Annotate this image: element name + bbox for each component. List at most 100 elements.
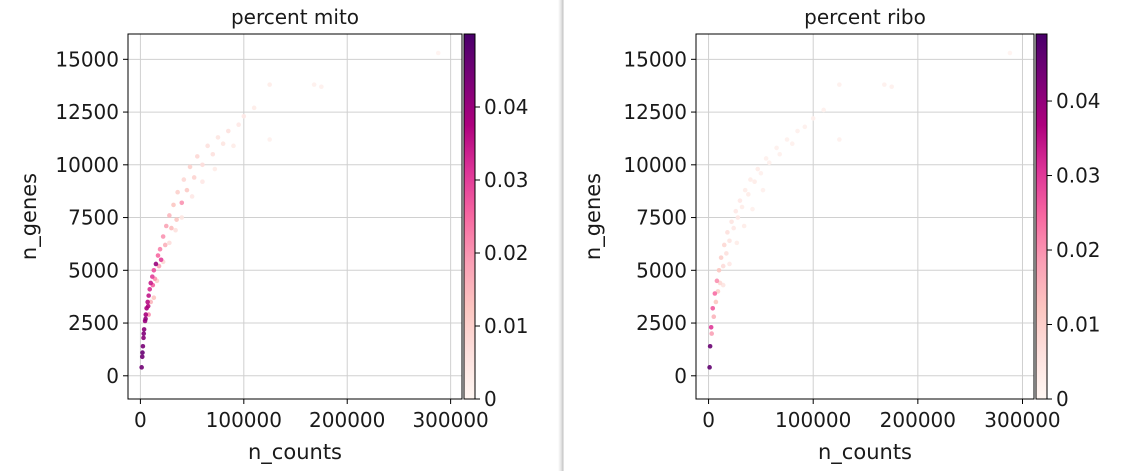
x-tick-label: 200000 — [309, 408, 385, 432]
data-point — [789, 141, 795, 147]
y-tick-label: 15000 — [623, 47, 687, 71]
x-axis-label: n_counts — [818, 440, 912, 465]
data-point — [750, 206, 755, 212]
data-point — [734, 240, 740, 246]
data-point — [777, 151, 783, 157]
data-point — [184, 187, 190, 193]
data-point — [171, 202, 176, 208]
y-tick-label: 12500 — [623, 100, 687, 124]
data-point — [163, 223, 169, 229]
x-tick-label: 0 — [134, 408, 147, 432]
x-tick-label: 300000 — [412, 408, 488, 432]
y-tick-label: 15000 — [55, 47, 119, 71]
data-point — [231, 143, 236, 149]
data-point — [774, 145, 779, 151]
data-point — [189, 194, 195, 199]
y-tick-label: 0 — [106, 364, 119, 388]
y-tick-label: 7500 — [68, 206, 119, 230]
data-point — [802, 124, 808, 130]
data-point — [174, 217, 179, 222]
scatter-chart-percent-mito: 0 100000 200000 300000025005000750010000125… — [17, 5, 529, 465]
data-point — [727, 261, 732, 267]
chart-title: percent mito — [231, 5, 359, 29]
x-tick-label: 100000 — [206, 408, 282, 432]
data-point — [200, 179, 205, 184]
panel-divider — [558, 0, 564, 471]
data-point — [741, 223, 747, 229]
y-tick-label: 12500 — [55, 100, 119, 124]
data-point — [810, 116, 816, 121]
data-point — [187, 164, 193, 170]
data-point — [241, 113, 247, 119]
data-point — [157, 246, 163, 252]
data-point — [711, 314, 717, 320]
data-point — [181, 177, 187, 182]
data-point — [710, 305, 716, 311]
data-point — [143, 312, 149, 317]
data-point — [148, 280, 154, 286]
data-point — [210, 151, 216, 157]
data-point — [760, 187, 766, 193]
plot-area-frame — [127, 33, 463, 400]
data-point — [139, 354, 145, 360]
data-point — [200, 162, 205, 168]
data-point — [724, 251, 729, 256]
data-point — [708, 324, 714, 330]
data-point — [147, 286, 153, 292]
data-point — [837, 137, 842, 142]
data-point — [716, 268, 722, 273]
data-point — [882, 82, 887, 87]
data-point — [155, 253, 161, 258]
data-point — [144, 305, 149, 311]
data-point — [141, 327, 147, 332]
y-tick-label: 2500 — [636, 311, 687, 335]
data-point — [712, 291, 718, 296]
data-point — [311, 82, 317, 87]
data-point — [179, 200, 185, 206]
data-point — [179, 215, 185, 220]
data-point — [215, 135, 221, 140]
data-point — [758, 170, 764, 176]
data-point — [141, 335, 146, 341]
colorbar-tick-label: 0.01 — [1056, 313, 1101, 337]
x-tick-label: 300000 — [984, 408, 1060, 432]
gridlines — [696, 34, 1034, 399]
colorbar-tick-label: 0.02 — [1056, 238, 1101, 262]
data-point — [205, 143, 210, 149]
data-point — [191, 175, 197, 180]
data-point — [1007, 50, 1013, 56]
data-point — [236, 122, 241, 128]
data-point — [718, 255, 724, 260]
data-point — [748, 177, 753, 182]
scatter-chart-percent-ribo: 0 100000 200000 300000025005000750010000125… — [581, 5, 1101, 465]
data-point — [162, 242, 168, 248]
data-point — [707, 343, 713, 349]
colorbar — [463, 33, 476, 400]
data-point — [735, 215, 741, 220]
y-axis-label: n_genes — [17, 173, 42, 260]
data-point — [742, 187, 748, 193]
colorbar-tick-label: 0.03 — [484, 168, 529, 192]
data-point — [146, 293, 151, 298]
data-point — [167, 240, 172, 246]
x-tick-label: 100000 — [775, 408, 851, 432]
data-point — [752, 179, 757, 184]
data-point — [140, 343, 146, 349]
data-point — [721, 242, 727, 248]
colorbar-tick-label: 0.01 — [484, 314, 529, 338]
y-tick-label: 0 — [674, 364, 687, 388]
data-point — [194, 154, 200, 159]
y-tick-label: 2500 — [68, 311, 119, 335]
data-point — [766, 160, 772, 165]
colorbar-tick-label: 0.04 — [1056, 89, 1101, 113]
x-tick-label: 200000 — [880, 408, 956, 432]
data-point — [733, 208, 739, 214]
data-point — [729, 219, 734, 225]
y-tick-label: 10000 — [55, 153, 119, 177]
data-point — [784, 137, 790, 142]
data-point — [731, 225, 736, 231]
data-point — [739, 204, 745, 210]
gridlines — [128, 34, 462, 399]
data-point — [707, 365, 712, 370]
y-tick-label: 5000 — [636, 258, 687, 282]
